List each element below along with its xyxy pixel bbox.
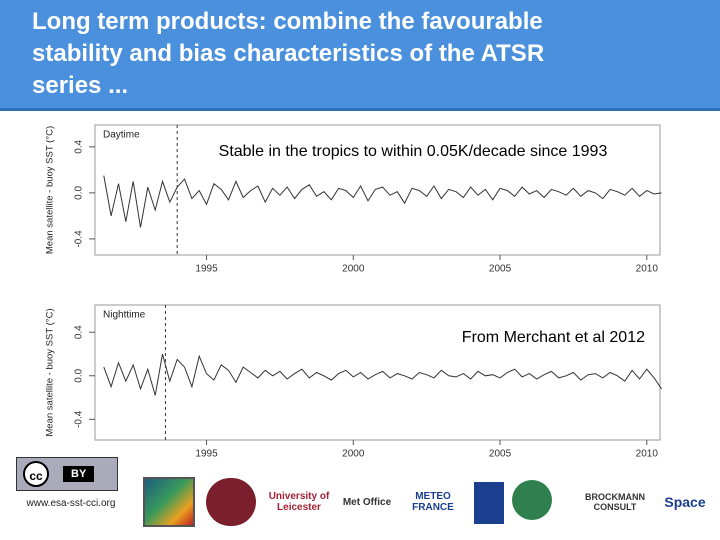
y-tick-label: 0.0: [74, 185, 85, 199]
license-cc: cc: [23, 461, 49, 487]
logo-met-office: Met Office: [342, 496, 392, 508]
logo-brockmann: BROCKMANN CONSULT: [585, 492, 645, 512]
x-tick-label: 2010: [636, 449, 659, 460]
panel-label: Daytime: [103, 130, 140, 141]
logo-cci: [143, 477, 195, 527]
title-line: stability and bias characteristics of th…: [32, 40, 545, 67]
annotation: Stable in the tropics to within 0.05K/de…: [219, 143, 608, 160]
plot-frame: [94, 124, 661, 256]
x-tick-label: 2005: [489, 264, 512, 275]
license-by: BY: [63, 466, 95, 482]
logo-meteo-france: METEO FRANCE: [412, 491, 454, 513]
panel-label: Nighttime: [103, 310, 146, 321]
x-tick-label: 2000: [342, 449, 365, 460]
y-tick-label: 0.4: [74, 139, 85, 153]
series-line: [103, 353, 662, 396]
y-tick-label: 0.4: [74, 325, 85, 339]
url: www.esa-sst-cci.org: [26, 498, 116, 509]
plot-frame: [94, 304, 661, 441]
title-line: series ...: [32, 72, 129, 99]
logo-met-norway: [512, 480, 552, 520]
charts: -0.4 0.0 0.4 1995 2000 2005 2010 Mean satellite…: [45, 124, 662, 460]
y-axis-label: Mean satellite - buoy SST (°C): [45, 308, 56, 436]
logo-edinburgh: [206, 478, 256, 526]
series-line: [103, 175, 662, 228]
title-line: Long term products: combine the favourab…: [32, 8, 543, 35]
y-tick-label: -0.4: [74, 230, 85, 248]
y-tick-label: -0.4: [74, 410, 85, 428]
x-tick-label: 2005: [489, 449, 512, 460]
y-axis-label: Mean satellite - buoy SST (°C): [45, 126, 56, 254]
slide-title: Long term products: combine the favourab…: [32, 6, 544, 102]
logo-space: Space: [664, 494, 706, 510]
y-tick-label: 0.0: [74, 368, 85, 382]
x-tick-label: 2000: [342, 264, 365, 275]
annotation: From Merchant et al 2012: [462, 329, 645, 346]
logo-leicester: University of Leicester: [268, 491, 330, 513]
header: Long term products: combine the favourab…: [0, 0, 720, 111]
x-tick-label: 1995: [195, 264, 218, 275]
x-tick-label: 1995: [195, 449, 218, 460]
logo-dmi: [474, 482, 504, 524]
x-tick-label: 2010: [636, 264, 659, 275]
license-badge: cc BY: [16, 457, 118, 491]
